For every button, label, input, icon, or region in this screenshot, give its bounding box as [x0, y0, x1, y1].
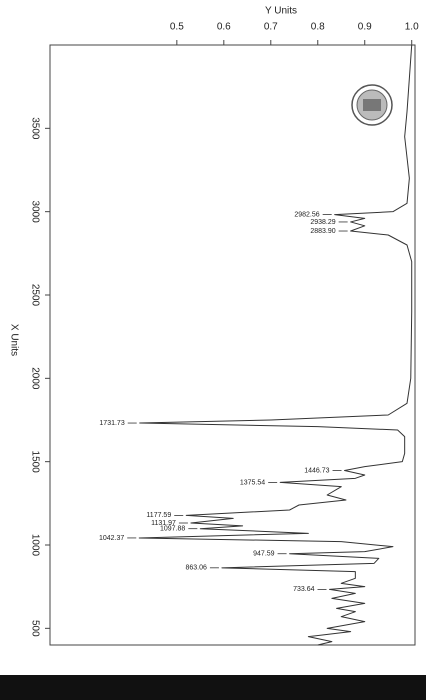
annotation-label: 1042.37 — [99, 535, 124, 542]
x-tick-label: 1500 — [29, 451, 40, 474]
annotation-label: 2938.29 — [310, 219, 335, 226]
y-tick-label: 0.6 — [217, 22, 231, 33]
logo-seal — [351, 84, 393, 126]
annotation-label: 947.59 — [253, 551, 275, 558]
x-tick-label: 2500 — [29, 284, 40, 307]
x-tick-label: 1000 — [29, 534, 40, 557]
bottom-bar — [0, 675, 426, 700]
plot-frame — [49, 44, 416, 646]
annotation-label: 863.06 — [186, 565, 208, 572]
x-tick-label: 3500 — [29, 117, 40, 140]
annotation-label: 1375.54 — [240, 479, 265, 486]
annotation-label: 733.64 — [293, 586, 315, 593]
y-tick-label: 0.7 — [264, 22, 278, 33]
annotation-label: 1131.97 — [151, 520, 176, 527]
x-tick-label: 2000 — [29, 367, 40, 390]
x-axis-label: X Units — [8, 324, 19, 356]
spectrum-line — [138, 44, 413, 646]
y-axis-label: Y Units — [265, 6, 297, 17]
y-tick-label: 0.5 — [170, 22, 184, 33]
y-tick-label: 1.0 — [405, 22, 419, 33]
annotation-label: 1731.73 — [99, 420, 124, 427]
annotation-label: 2982.56 — [294, 211, 319, 218]
annotation-label: 1177.59 — [146, 512, 171, 519]
y-tick-label: 0.9 — [358, 22, 372, 33]
annotation-label: 1097.88 — [160, 526, 185, 533]
y-tick-label: 0.8 — [311, 22, 325, 33]
annotation-label: 1446.73 — [304, 467, 329, 474]
x-tick-label: 500 — [29, 620, 40, 637]
x-tick-label: 3000 — [29, 201, 40, 224]
annotation-label: 2883.90 — [310, 228, 335, 235]
